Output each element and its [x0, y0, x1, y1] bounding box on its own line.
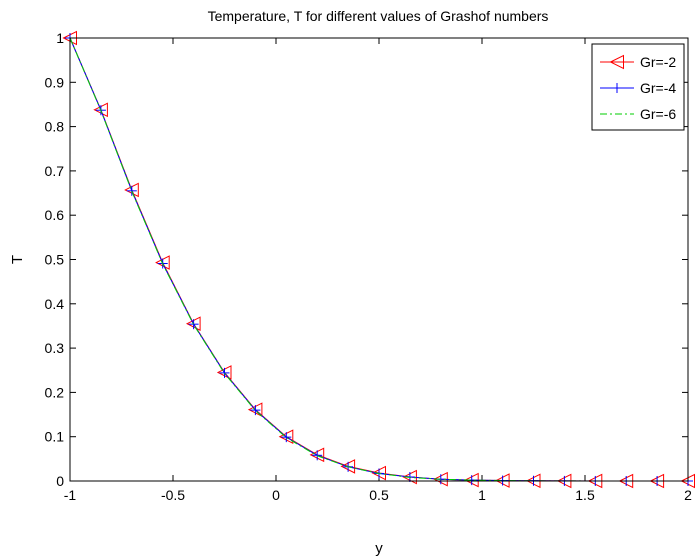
legend-item: Gr=-2 — [600, 54, 676, 70]
legend-marker — [609, 54, 624, 70]
y-tick-label: 0.2 — [45, 384, 65, 400]
legend-item: Gr=-6 — [600, 106, 676, 122]
legend: Gr=-2 Gr=-4 Gr=-6 — [591, 43, 685, 131]
x-tick-label: 0 — [272, 487, 280, 503]
legend-label: Gr=-6 — [640, 106, 676, 122]
x-tick-label: -0.5 — [161, 487, 185, 503]
data-point — [281, 432, 292, 443]
x-tick-label: 0.5 — [369, 487, 389, 503]
data-point — [250, 405, 261, 416]
y-tick-label: 0.8 — [45, 119, 65, 135]
data-point — [126, 185, 137, 196]
x-tick-label: 2 — [684, 487, 692, 503]
legend-marker — [612, 83, 622, 93]
y-tick-label: 0.4 — [45, 296, 65, 312]
y-tick-label: 0.7 — [45, 163, 65, 179]
y-tick-label: 0.1 — [45, 429, 65, 445]
legend-label: Gr=-2 — [640, 54, 676, 70]
x-tick-label: 1 — [478, 487, 486, 503]
y-axis-label: T — [9, 255, 26, 264]
y-tick-label: 0.9 — [45, 74, 65, 90]
x-axis-label: y — [375, 540, 383, 557]
y-tick-label: 0 — [56, 473, 64, 489]
data-point — [219, 367, 230, 378]
chart-title: Temperature, T for different values of G… — [208, 8, 549, 24]
y-tick-label: 0.3 — [45, 340, 65, 356]
y-tick-label: 0.5 — [45, 252, 65, 268]
legend-label: Gr=-4 — [640, 80, 676, 96]
legend-box — [591, 43, 685, 131]
y-tick-label: 1 — [56, 30, 64, 46]
x-tick-label: 1.5 — [575, 487, 595, 503]
axes-box — [69, 37, 689, 482]
legend-item: Gr=-4 — [600, 80, 676, 96]
x-tick-label: -1 — [64, 487, 77, 503]
y-tick-label: 0.6 — [45, 207, 65, 223]
